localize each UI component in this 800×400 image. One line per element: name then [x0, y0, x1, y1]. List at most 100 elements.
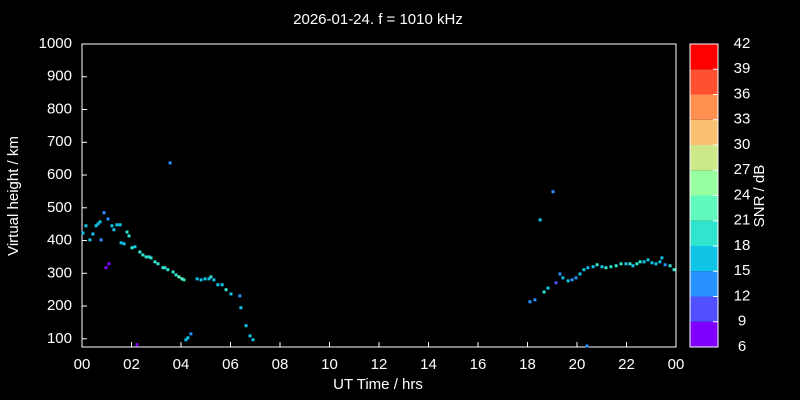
data-point [619, 262, 623, 266]
colorbar-tick-label: 24 [734, 186, 751, 203]
x-tick-label: 08 [272, 356, 289, 373]
data-point [251, 338, 255, 342]
colorbar-tick-label: 39 [734, 60, 751, 77]
data-point [609, 265, 613, 269]
data-point [189, 332, 193, 336]
x-tick-label: 18 [519, 356, 536, 373]
data-point [98, 220, 102, 224]
y-tick-label: 1000 [39, 35, 72, 52]
colorbar-band [690, 170, 718, 196]
data-point [566, 279, 570, 283]
colorbar-tick-label: 12 [734, 287, 751, 304]
data-point [614, 264, 618, 268]
data-point [119, 241, 123, 245]
data-point [110, 224, 114, 228]
data-point [538, 218, 542, 222]
colorbar-tick-label: 18 [734, 237, 751, 254]
data-point [161, 266, 165, 270]
data-point [248, 334, 252, 338]
data-point [182, 278, 186, 282]
data-point [628, 262, 632, 266]
colorbar-tick-label: 30 [734, 136, 751, 153]
y-tick-label: 400 [47, 232, 72, 249]
data-point [138, 250, 142, 254]
data-point [207, 277, 211, 281]
colorbar-band [690, 296, 718, 322]
colorbar-band [690, 246, 718, 272]
colorbar-label: SNR / dB [751, 165, 768, 228]
y-tick-label: 200 [47, 297, 72, 314]
x-tick-label: 16 [470, 356, 487, 373]
y-tick-label: 100 [47, 330, 72, 347]
x-tick-label: 02 [123, 356, 140, 373]
data-point [163, 266, 167, 270]
colorbar-band [690, 321, 718, 347]
data-point [586, 266, 590, 270]
data-point [551, 190, 555, 194]
data-point [147, 255, 151, 259]
data-point [144, 255, 148, 259]
data-point [624, 262, 628, 266]
y-tick-label: 500 [47, 199, 72, 216]
x-axis-label: UT Time / hrs [333, 376, 423, 393]
data-point [668, 264, 672, 268]
data-point [600, 265, 604, 269]
data-point [195, 277, 199, 281]
data-point [156, 262, 160, 266]
data-point [180, 277, 184, 281]
colorbar-tick-label: 9 [738, 313, 746, 330]
data-point [149, 256, 153, 260]
x-tick-label: 20 [569, 356, 586, 373]
data-point [186, 336, 190, 340]
data-point [133, 245, 137, 249]
y-axis-label: Virtual height / km [5, 136, 22, 256]
data-point [663, 263, 667, 267]
y-tick-label: 800 [47, 100, 72, 117]
data-point [554, 281, 558, 285]
y-tick-label: 300 [47, 264, 72, 281]
x-tick-label: 04 [173, 356, 190, 373]
x-tick-label: 22 [618, 356, 635, 373]
colorbar-band [690, 69, 718, 95]
data-point [84, 224, 88, 228]
colorbar-band [690, 220, 718, 246]
y-tick-label: 700 [47, 133, 72, 150]
data-point [582, 268, 586, 272]
data-point [115, 223, 119, 227]
data-point [224, 288, 228, 292]
data-point [533, 298, 537, 302]
data-point [591, 265, 595, 269]
data-point [88, 238, 92, 242]
x-tick-label: 14 [420, 356, 437, 373]
data-point [212, 278, 216, 282]
data-point [658, 260, 662, 264]
data-point [660, 256, 664, 260]
data-point [238, 294, 242, 298]
data-point [81, 231, 85, 235]
plot-frame [81, 43, 677, 348]
data-point [107, 262, 111, 266]
x-tick-label: 00 [74, 356, 91, 373]
x-tick-label: 12 [371, 356, 388, 373]
colorbar-tick-label: 42 [734, 35, 751, 52]
data-point [141, 253, 145, 257]
colorbar-tick-label: 21 [734, 212, 751, 229]
colorbar-band [690, 44, 718, 70]
colorbar-tick-label: 27 [734, 161, 751, 178]
data-point [558, 272, 562, 276]
colorbar-band [690, 145, 718, 171]
data-point [177, 275, 181, 279]
y-tick-label: 600 [47, 166, 72, 183]
data-point [574, 276, 578, 280]
data-point [578, 272, 582, 276]
data-point [125, 230, 129, 234]
data-point [244, 324, 248, 328]
data-point [638, 260, 642, 264]
data-point [203, 277, 207, 281]
x-tick-label: 10 [321, 356, 338, 373]
data-point [546, 286, 550, 290]
data-point [542, 290, 546, 294]
data-point [642, 260, 646, 264]
data-point [528, 300, 532, 304]
data-point [216, 283, 220, 287]
